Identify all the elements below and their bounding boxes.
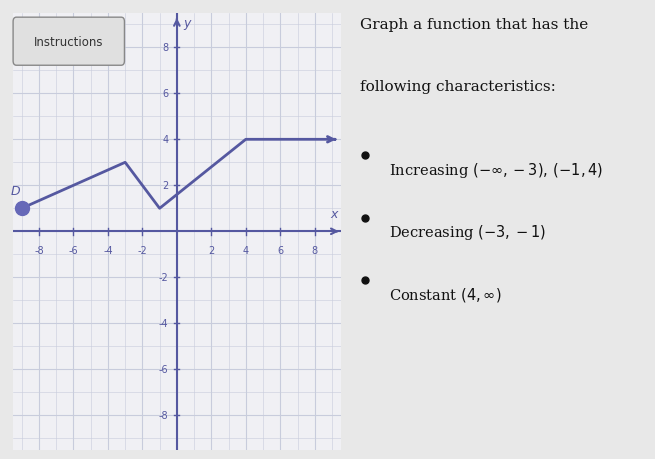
Text: 4: 4 — [243, 246, 249, 256]
Text: following characteristics:: following characteristics: — [360, 80, 555, 94]
Text: -2: -2 — [159, 273, 168, 283]
Text: Instructions: Instructions — [34, 36, 103, 49]
Text: x: x — [330, 207, 337, 220]
Text: 8: 8 — [162, 43, 168, 53]
Text: y: y — [184, 17, 191, 29]
Text: -6: -6 — [159, 364, 168, 375]
Text: Increasing $(-\infty, -3),\, (-1, 4)$: Increasing $(-\infty, -3),\, (-1, 4)$ — [389, 160, 603, 179]
Text: Constant $(4, \infty)$: Constant $(4, \infty)$ — [389, 285, 502, 303]
Text: D: D — [10, 185, 20, 197]
Text: -2: -2 — [138, 246, 147, 256]
Text: 2: 2 — [162, 181, 168, 191]
Text: 8: 8 — [312, 246, 318, 256]
Text: -8: -8 — [159, 410, 168, 420]
Text: 6: 6 — [277, 246, 284, 256]
Text: 2: 2 — [208, 246, 214, 256]
Text: Graph a function that has the: Graph a function that has the — [360, 18, 588, 32]
Text: -4: -4 — [103, 246, 113, 256]
Text: -6: -6 — [69, 246, 78, 256]
Text: -8: -8 — [34, 246, 44, 256]
Text: 4: 4 — [162, 135, 168, 145]
Text: 6: 6 — [162, 89, 168, 99]
Text: -4: -4 — [159, 319, 168, 329]
Text: Decreasing $(-3, -1)$: Decreasing $(-3, -1)$ — [389, 223, 546, 242]
FancyBboxPatch shape — [13, 18, 124, 66]
